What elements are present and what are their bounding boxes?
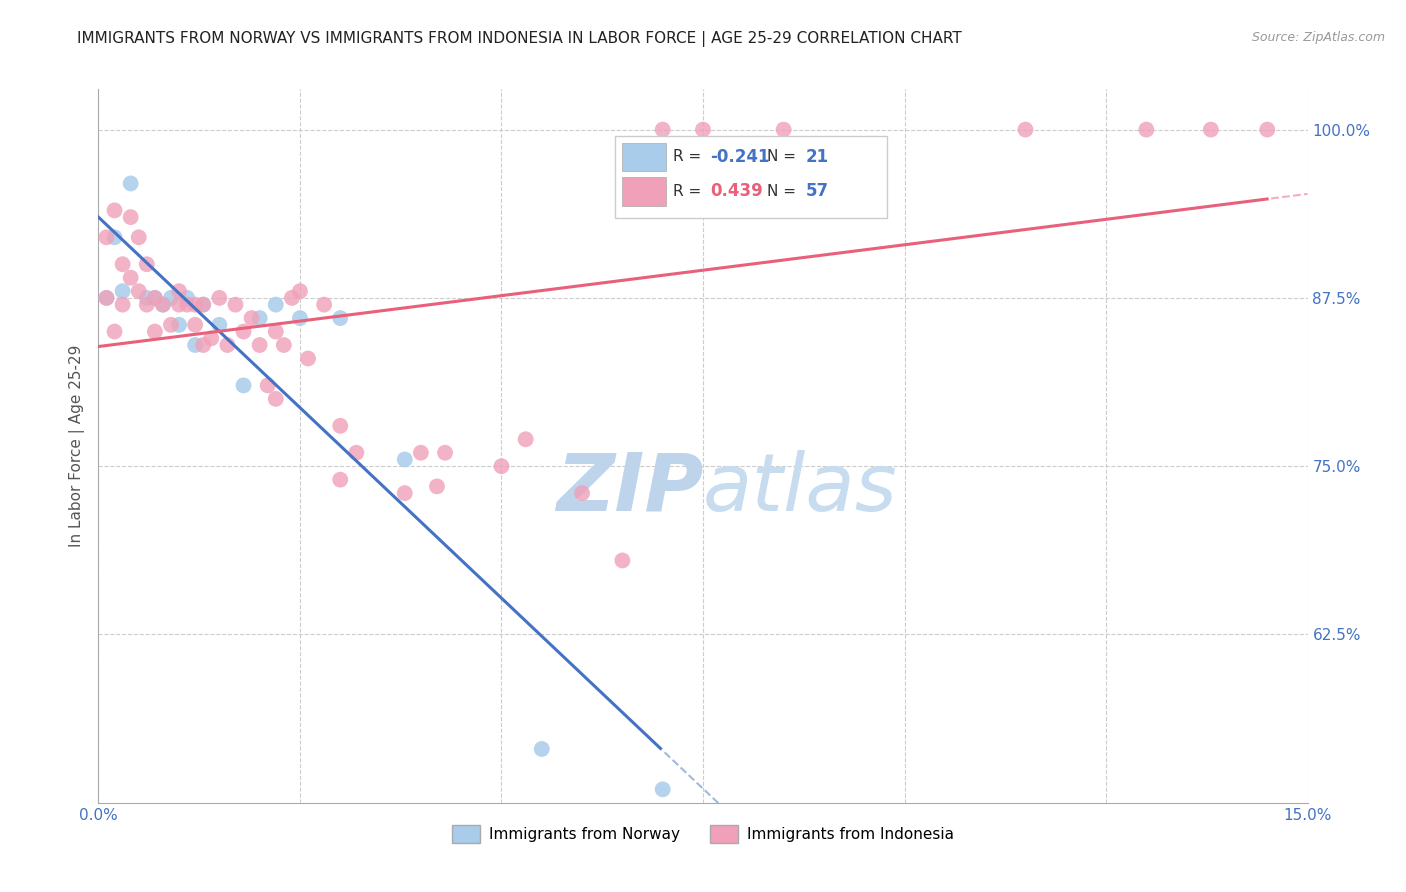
Point [152, 298, 174, 312]
Point [329, 311, 352, 326]
Point [184, 298, 207, 312]
Point [96, 291, 118, 305]
Point [208, 291, 231, 305]
Point [128, 284, 150, 298]
Point [193, 338, 215, 352]
Point [184, 318, 207, 332]
Point [530, 742, 553, 756]
Text: ZIP: ZIP [555, 450, 703, 528]
Y-axis label: In Labor Force | Age 25-29: In Labor Force | Age 25-29 [69, 345, 84, 547]
Point [184, 338, 207, 352]
Point [143, 291, 166, 305]
Point [111, 284, 134, 298]
Point [394, 486, 416, 500]
Point [515, 432, 537, 446]
Point [111, 257, 134, 271]
Point [167, 298, 190, 312]
Point [143, 325, 166, 339]
Point [176, 291, 198, 305]
Point [160, 318, 183, 332]
Point [491, 459, 513, 474]
Point [111, 298, 134, 312]
Point [217, 338, 239, 352]
Point [264, 298, 287, 312]
Text: R =: R = [672, 184, 711, 199]
Point [103, 203, 125, 218]
Point [651, 782, 673, 797]
Point [1014, 122, 1036, 136]
Point [692, 122, 714, 136]
Point [96, 291, 118, 305]
Text: N =: N = [768, 150, 801, 164]
Point [329, 418, 352, 433]
FancyBboxPatch shape [621, 177, 665, 205]
Point [176, 298, 198, 312]
Point [167, 318, 190, 332]
Point [288, 284, 311, 298]
Point [200, 331, 222, 345]
FancyBboxPatch shape [614, 136, 887, 218]
Point [103, 230, 125, 244]
Point [772, 122, 794, 136]
Point [733, 149, 755, 163]
Point [120, 270, 142, 285]
Legend: Immigrants from Norway, Immigrants from Indonesia: Immigrants from Norway, Immigrants from … [446, 819, 960, 848]
Point [329, 473, 352, 487]
Point [224, 298, 246, 312]
Point [103, 325, 125, 339]
Point [135, 291, 157, 305]
Point [249, 311, 271, 326]
Point [128, 230, 150, 244]
Point [193, 298, 215, 312]
Text: 21: 21 [806, 148, 830, 166]
Point [281, 291, 304, 305]
Point [1135, 122, 1157, 136]
Text: Source: ZipAtlas.com: Source: ZipAtlas.com [1251, 31, 1385, 45]
Point [394, 452, 416, 467]
Text: IMMIGRANTS FROM NORWAY VS IMMIGRANTS FROM INDONESIA IN LABOR FORCE | AGE 25-29 C: IMMIGRANTS FROM NORWAY VS IMMIGRANTS FRO… [77, 31, 962, 47]
Point [288, 311, 311, 326]
Point [264, 392, 287, 406]
Point [120, 210, 142, 224]
Point [249, 338, 271, 352]
Text: atlas: atlas [703, 450, 898, 528]
Point [426, 479, 449, 493]
Point [143, 291, 166, 305]
Point [135, 298, 157, 312]
Point [409, 446, 432, 460]
Point [273, 338, 295, 352]
Text: 0.439: 0.439 [710, 182, 763, 200]
Point [152, 298, 174, 312]
Point [344, 446, 367, 460]
Text: -0.241: -0.241 [710, 148, 769, 166]
FancyBboxPatch shape [621, 143, 665, 171]
Point [240, 311, 263, 326]
Point [571, 486, 593, 500]
Point [612, 553, 634, 567]
Point [297, 351, 319, 366]
Point [167, 284, 190, 298]
Point [193, 298, 215, 312]
Point [264, 325, 287, 339]
Point [314, 298, 336, 312]
Point [651, 122, 673, 136]
Text: 57: 57 [806, 182, 830, 200]
Point [208, 318, 231, 332]
Text: N =: N = [768, 184, 801, 199]
Point [135, 257, 157, 271]
Point [96, 230, 118, 244]
Point [1199, 122, 1222, 136]
Point [256, 378, 278, 392]
Point [232, 378, 254, 392]
Point [120, 177, 142, 191]
Point [160, 291, 183, 305]
Point [1256, 122, 1278, 136]
Text: R =: R = [672, 150, 706, 164]
Point [232, 325, 254, 339]
Point [434, 446, 457, 460]
